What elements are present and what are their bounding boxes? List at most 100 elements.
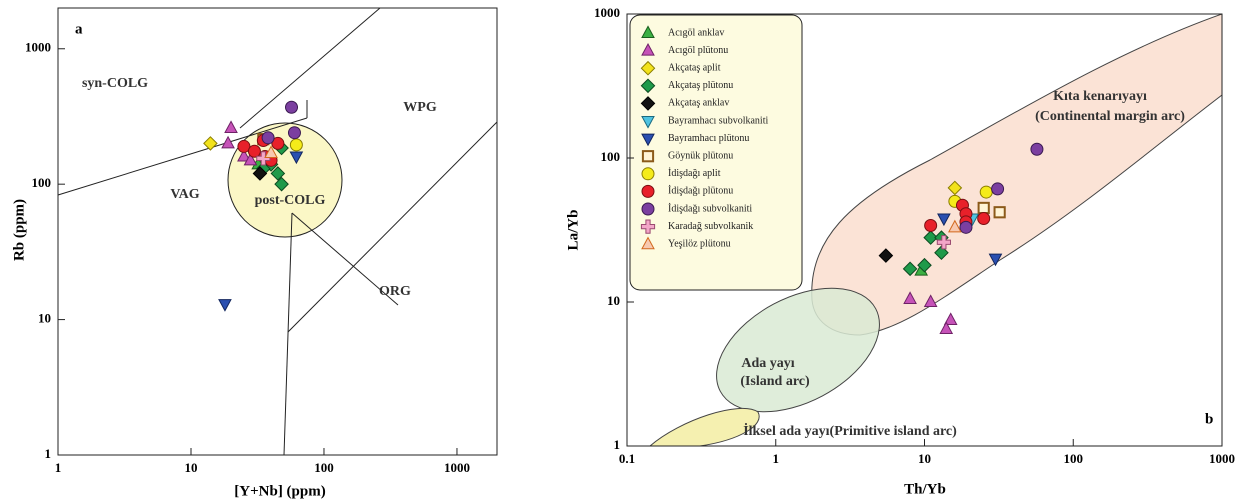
boundary bbox=[57, 117, 308, 196]
legend-label: Göynük plütonu bbox=[668, 150, 733, 161]
x-tick-label: 1000 bbox=[444, 460, 470, 475]
x-tick-label: 1 bbox=[55, 460, 62, 475]
point bbox=[221, 135, 235, 149]
y-axis-label: Rb (ppm) bbox=[11, 199, 27, 261]
legend-marker bbox=[641, 202, 655, 216]
legend-marker bbox=[641, 167, 655, 181]
y-tick-label: 1 bbox=[45, 446, 52, 461]
point bbox=[264, 145, 278, 158]
point bbox=[247, 144, 261, 158]
point bbox=[924, 218, 938, 232]
point bbox=[270, 166, 286, 181]
point bbox=[289, 151, 304, 165]
point bbox=[271, 136, 285, 150]
point bbox=[237, 148, 251, 162]
point bbox=[287, 126, 301, 140]
x-tick-label: 100 bbox=[1064, 451, 1084, 466]
point bbox=[991, 182, 1005, 196]
legend-label: Bayramhacı plütonu bbox=[668, 133, 749, 144]
point bbox=[261, 131, 275, 145]
region-label: syn-COLG bbox=[82, 76, 148, 91]
point bbox=[224, 120, 238, 133]
legend-marker bbox=[641, 184, 655, 198]
region-label: WPG bbox=[403, 100, 437, 115]
legend-label: Akçataş aplit bbox=[668, 62, 721, 73]
legend-marker bbox=[641, 133, 655, 147]
point bbox=[939, 321, 954, 334]
legend-label: Bayramhacı subvolkaniti bbox=[668, 115, 768, 126]
point bbox=[237, 139, 251, 153]
point bbox=[934, 245, 949, 260]
legend-box bbox=[629, 14, 803, 291]
legend-label: İdişdağı subvolkaniti bbox=[668, 202, 752, 214]
panel-a-regions bbox=[57, 7, 498, 456]
point bbox=[977, 212, 991, 226]
x-tick-label: 100 bbox=[314, 460, 334, 475]
boundary bbox=[291, 212, 399, 306]
legend-marker bbox=[641, 42, 655, 56]
point bbox=[203, 136, 218, 151]
point bbox=[285, 100, 299, 114]
y-tick-label: 1 bbox=[614, 437, 621, 452]
panel-label: a bbox=[75, 21, 83, 37]
x-tick-label: 10 bbox=[184, 460, 197, 475]
point bbox=[902, 261, 918, 277]
x-tick-label: 1 bbox=[773, 451, 780, 466]
point bbox=[959, 220, 973, 234]
point bbox=[252, 166, 268, 181]
point bbox=[917, 257, 932, 273]
point bbox=[289, 138, 303, 152]
legend-marker bbox=[641, 236, 655, 250]
point bbox=[948, 219, 962, 233]
region-label: Kıta kenarıyayı bbox=[1053, 89, 1147, 104]
x-tick-label: 10 bbox=[918, 451, 931, 466]
primitive-arc-field bbox=[649, 408, 760, 446]
point bbox=[243, 152, 258, 166]
y-tick-label: 10 bbox=[607, 293, 620, 308]
region-label: (Continental margin arc) bbox=[1035, 109, 1185, 124]
legend-label: İdişdağı aplit bbox=[668, 167, 721, 179]
point bbox=[937, 213, 951, 227]
legend-label: Akçataş anklav bbox=[668, 98, 729, 109]
x-axis-label: [Y+Nb] (ppm) bbox=[234, 483, 325, 499]
y-axis-label: La/Yb bbox=[565, 210, 581, 251]
legend-marker bbox=[640, 78, 656, 94]
point bbox=[903, 291, 917, 304]
y-tick-label: 1000 bbox=[25, 40, 51, 55]
legend-marker bbox=[640, 219, 656, 234]
region-label: İlksel ada yayı(Primitive island arc) bbox=[743, 422, 957, 439]
boundary bbox=[283, 212, 293, 456]
x-tick-label: 0.1 bbox=[619, 451, 635, 466]
region-label: Ada yayı bbox=[741, 356, 794, 371]
boundary bbox=[239, 7, 381, 129]
y-tick-label: 1000 bbox=[594, 5, 620, 20]
legend-marker bbox=[641, 116, 655, 129]
point bbox=[993, 206, 1006, 219]
point bbox=[923, 294, 938, 307]
x-tick-label: 1000 bbox=[1209, 451, 1235, 466]
island-arc-field bbox=[716, 287, 880, 413]
legend-label: Karadağ subvolkanik bbox=[668, 221, 753, 232]
point bbox=[979, 185, 993, 199]
y-tick-label: 100 bbox=[601, 149, 621, 164]
boundary bbox=[287, 121, 498, 333]
point bbox=[947, 180, 963, 196]
legend-label: Akçataş plütonu bbox=[668, 80, 733, 91]
region-label: VAG bbox=[170, 187, 199, 202]
region-label: (Island arc) bbox=[740, 374, 810, 389]
y-tick-label: 100 bbox=[32, 175, 52, 190]
legend-label: İdişdağı plütonu bbox=[668, 185, 733, 197]
y-tick-label: 10 bbox=[38, 311, 51, 326]
point bbox=[878, 248, 894, 263]
legend-label: Acıgöl anklav bbox=[668, 27, 724, 38]
region-label: post-COLG bbox=[255, 193, 326, 208]
point bbox=[218, 299, 232, 312]
legend-marker bbox=[641, 25, 655, 38]
legend-marker bbox=[640, 60, 656, 76]
panel-label: b bbox=[1205, 411, 1213, 427]
legend-label: Yeşilöz plütonu bbox=[668, 238, 731, 249]
point bbox=[988, 253, 1003, 267]
point bbox=[274, 176, 289, 192]
legend-label: Acıgöl plütonu bbox=[668, 45, 728, 56]
point bbox=[977, 201, 990, 215]
